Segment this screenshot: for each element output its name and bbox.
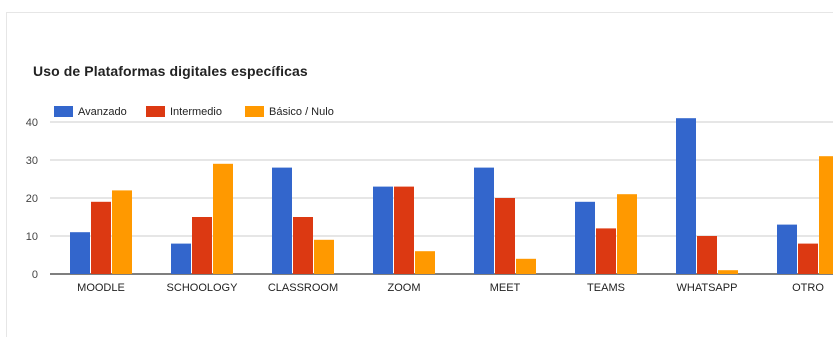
x-tick-label: MEET [490, 282, 521, 294]
bar-meet-1 [474, 167, 494, 274]
bar-classroom-2 [293, 217, 313, 274]
bar-whatsapp-1 [676, 118, 696, 274]
chart-title: Uso de Plataformas digitales específicas [33, 63, 308, 79]
bar-moodle-3 [112, 190, 132, 274]
bar-whatsapp-2 [697, 236, 717, 274]
y-tick-label: 20 [26, 193, 38, 205]
x-tick-label: SCHOOLOGY [167, 282, 239, 294]
bar-teams-3 [617, 194, 637, 274]
legend-swatch [245, 106, 264, 117]
x-axis: MOODLE SCHOOLOGY CLASSROOM ZOOM MEET TEAMS WHA… [77, 282, 824, 294]
x-tick-label: WHATSAPP [677, 282, 738, 294]
bar-classroom-1 [272, 167, 292, 274]
bar-meet-3 [516, 258, 536, 274]
bar-zoom-1 [373, 186, 393, 274]
bar-whatsapp-3 [718, 270, 738, 274]
bar-zoom-2 [394, 186, 414, 274]
bar-schoology-2 [192, 217, 212, 274]
y-tick-label: 10 [26, 231, 38, 243]
legend-label: Intermedio [170, 106, 222, 118]
bar-meet-2 [495, 198, 515, 274]
legend-swatch [54, 106, 73, 117]
bar-teams-2 [596, 228, 616, 274]
x-tick-label: ZOOM [388, 282, 421, 294]
bar-moodle-2 [91, 201, 111, 274]
x-tick-label: CLASSROOM [268, 282, 338, 294]
bar-schoology-3 [213, 163, 233, 274]
bars [70, 118, 833, 274]
bar-moodle-1 [70, 232, 90, 274]
legend: Avanzado Intermedio Básico / Nulo [54, 106, 334, 118]
legend-label: Básico / Nulo [269, 106, 334, 118]
bar-otro-2 [798, 243, 818, 274]
legend-label: Avanzado [78, 106, 127, 118]
y-tick-label: 0 [32, 269, 38, 281]
bar-teams-1 [575, 201, 595, 274]
gridlines [50, 121, 833, 237]
bar-classroom-3 [314, 239, 334, 274]
y-tick-label: 40 [26, 117, 38, 129]
x-tick-label: OTRO [792, 282, 824, 294]
x-tick-label: TEAMS [587, 282, 625, 294]
bar-otro-1 [777, 224, 797, 274]
bar-schoology-1 [171, 243, 191, 274]
bar-otro-3 [819, 156, 833, 274]
x-tick-label: MOODLE [77, 282, 125, 294]
y-tick-label: 30 [26, 155, 38, 167]
legend-swatch [146, 106, 165, 117]
bar-zoom-3 [415, 251, 435, 274]
